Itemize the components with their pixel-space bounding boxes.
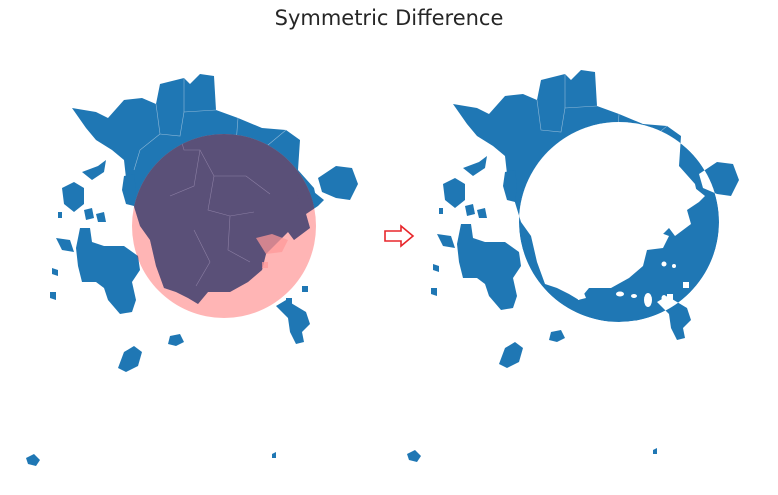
result-panel — [407, 70, 739, 462]
right-arrow-icon — [384, 224, 415, 248]
result-holes — [550, 174, 676, 307]
result-circle-part — [519, 122, 719, 322]
figure-title: Symmetric Difference — [274, 6, 504, 30]
input-panel — [26, 74, 358, 466]
lake-2 — [262, 262, 268, 268]
lake-1 — [256, 234, 288, 254]
